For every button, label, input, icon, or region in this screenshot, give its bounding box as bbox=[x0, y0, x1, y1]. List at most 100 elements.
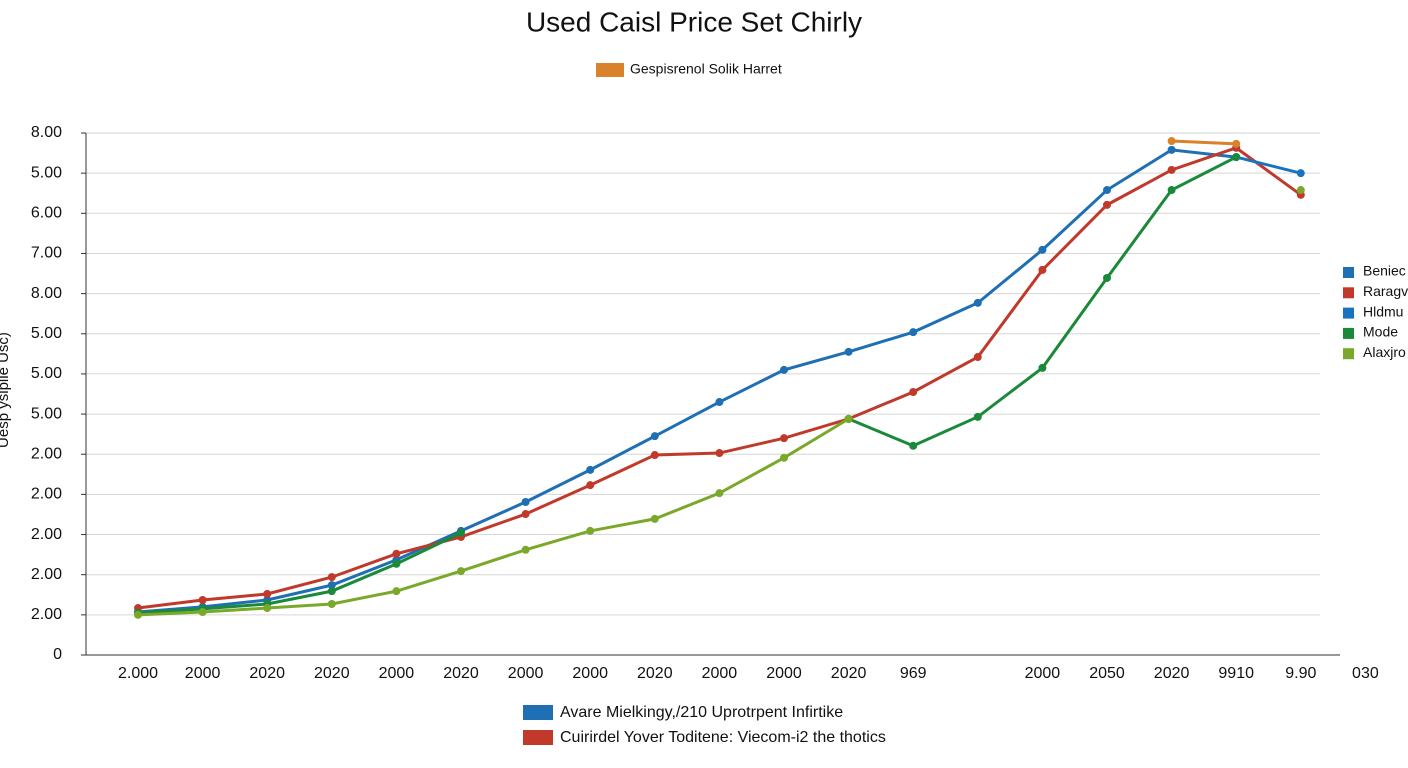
series-line bbox=[1235, 155, 1302, 175]
data-point bbox=[650, 451, 659, 460]
legend-swatch bbox=[1343, 307, 1354, 319]
data-point bbox=[780, 365, 788, 374]
legend-label: Avare Mielkingy,/210 Uprotrpent Infirtik… bbox=[560, 704, 843, 721]
x-tick-label: 2000 bbox=[572, 665, 608, 682]
x-tick-label: 2000 bbox=[1025, 665, 1061, 682]
legend-swatch bbox=[523, 705, 553, 720]
data-point bbox=[650, 514, 659, 523]
series-line bbox=[137, 148, 1237, 614]
x-tick-label: 2000 bbox=[185, 665, 221, 682]
legend-label: Mode bbox=[1363, 324, 1398, 340]
data-point bbox=[586, 465, 595, 474]
data-point bbox=[1038, 245, 1047, 254]
data-point bbox=[844, 414, 853, 423]
legend-swatch bbox=[1343, 267, 1354, 278]
data-point bbox=[327, 587, 336, 596]
series-line bbox=[1171, 139, 1237, 146]
series-line bbox=[137, 146, 1302, 610]
x-tick-label: 2020 bbox=[637, 665, 673, 682]
data-point bbox=[909, 328, 918, 337]
data-point bbox=[327, 600, 336, 609]
data-point bbox=[457, 567, 465, 576]
data-point bbox=[1103, 186, 1111, 195]
chart-title: Used Caisl Price Set Chirly bbox=[526, 6, 862, 37]
data-point bbox=[392, 549, 401, 558]
x-tick-label: 2050 bbox=[1089, 665, 1125, 682]
y-tick-label: 2.00 bbox=[31, 445, 62, 462]
data-point bbox=[392, 559, 401, 568]
data-point bbox=[1167, 165, 1176, 174]
data-point bbox=[1038, 265, 1047, 274]
x-tick-label: 9.90 bbox=[1285, 665, 1316, 682]
y-tick-label: 5.00 bbox=[31, 405, 62, 422]
data-point bbox=[1038, 363, 1047, 372]
x-tick-label: 2020 bbox=[314, 665, 350, 682]
data-point bbox=[263, 589, 272, 598]
y-tick-label: 7.00 bbox=[31, 245, 62, 262]
data-point bbox=[715, 398, 724, 407]
data-point bbox=[327, 581, 336, 590]
y-tick-label: 2.00 bbox=[31, 526, 62, 543]
legend-swatch bbox=[1343, 348, 1354, 360]
data-point bbox=[973, 412, 982, 421]
data-point bbox=[1167, 137, 1176, 146]
y-axis-label: Uesp ysiplie Usc) bbox=[0, 332, 12, 448]
y-tick-label: 5.00 bbox=[31, 365, 62, 382]
series-line bbox=[137, 155, 1237, 615]
x-tick-label: 2000 bbox=[766, 665, 802, 682]
legend-swatch bbox=[1343, 327, 1354, 339]
data-point bbox=[586, 481, 595, 490]
x-tick-label: 2020 bbox=[443, 665, 479, 682]
data-point bbox=[973, 353, 982, 362]
legend-label: Cuirirdel Yover Toditene: Viecom-i2 the … bbox=[560, 729, 886, 746]
legend-swatch bbox=[1343, 287, 1354, 299]
data-point bbox=[1232, 153, 1241, 162]
y-tick-label: 0 bbox=[53, 646, 62, 663]
legend-label: Hldmu bbox=[1363, 303, 1403, 319]
data-point bbox=[909, 387, 918, 396]
data-point bbox=[521, 498, 530, 507]
data-point bbox=[909, 441, 918, 450]
data-point bbox=[1232, 139, 1241, 148]
y-tick-label: 2.00 bbox=[31, 606, 62, 623]
x-tick-label: 2.000 bbox=[118, 665, 158, 682]
data-point bbox=[392, 587, 401, 596]
y-tick-label: 6.00 bbox=[31, 205, 62, 222]
x-tick-label: 2020 bbox=[1154, 665, 1190, 682]
legend-swatch bbox=[523, 730, 553, 745]
legend-swatch bbox=[596, 63, 624, 77]
data-point bbox=[1103, 273, 1111, 282]
x-tick-label: 2020 bbox=[831, 665, 867, 682]
data-point bbox=[198, 608, 207, 617]
legend-label: Raragv bbox=[1363, 283, 1408, 299]
data-point bbox=[1167, 186, 1176, 195]
legend-label: Gespisrenol Solik Harret bbox=[630, 61, 782, 77]
x-tick-label: 2000 bbox=[508, 665, 544, 682]
data-point bbox=[780, 453, 788, 462]
data-point bbox=[780, 434, 788, 443]
data-point bbox=[134, 610, 142, 619]
data-point bbox=[327, 573, 336, 582]
x-tick-label: 2000 bbox=[702, 665, 738, 682]
y-tick-label: 5.00 bbox=[31, 164, 62, 181]
x-tick-label: 030 bbox=[1352, 665, 1379, 682]
data-point bbox=[715, 489, 724, 498]
data-point bbox=[521, 545, 530, 554]
y-tick-label: 2.00 bbox=[31, 486, 62, 503]
y-tick-label: 2.00 bbox=[31, 566, 62, 583]
x-tick-label: 2020 bbox=[249, 665, 285, 682]
data-point bbox=[1296, 186, 1305, 195]
x-tick-label: 2000 bbox=[379, 665, 415, 682]
data-point bbox=[586, 526, 595, 535]
data-point bbox=[715, 449, 724, 458]
data-point bbox=[1167, 145, 1176, 154]
data-point bbox=[521, 510, 530, 519]
data-point bbox=[844, 347, 853, 356]
data-point bbox=[650, 432, 659, 441]
legend-label: Alaxjro bbox=[1363, 344, 1406, 360]
legend-label: Beniec bbox=[1363, 263, 1406, 279]
data-point bbox=[1103, 200, 1111, 209]
x-tick-label: 969 bbox=[900, 665, 927, 682]
data-point bbox=[1296, 169, 1305, 178]
